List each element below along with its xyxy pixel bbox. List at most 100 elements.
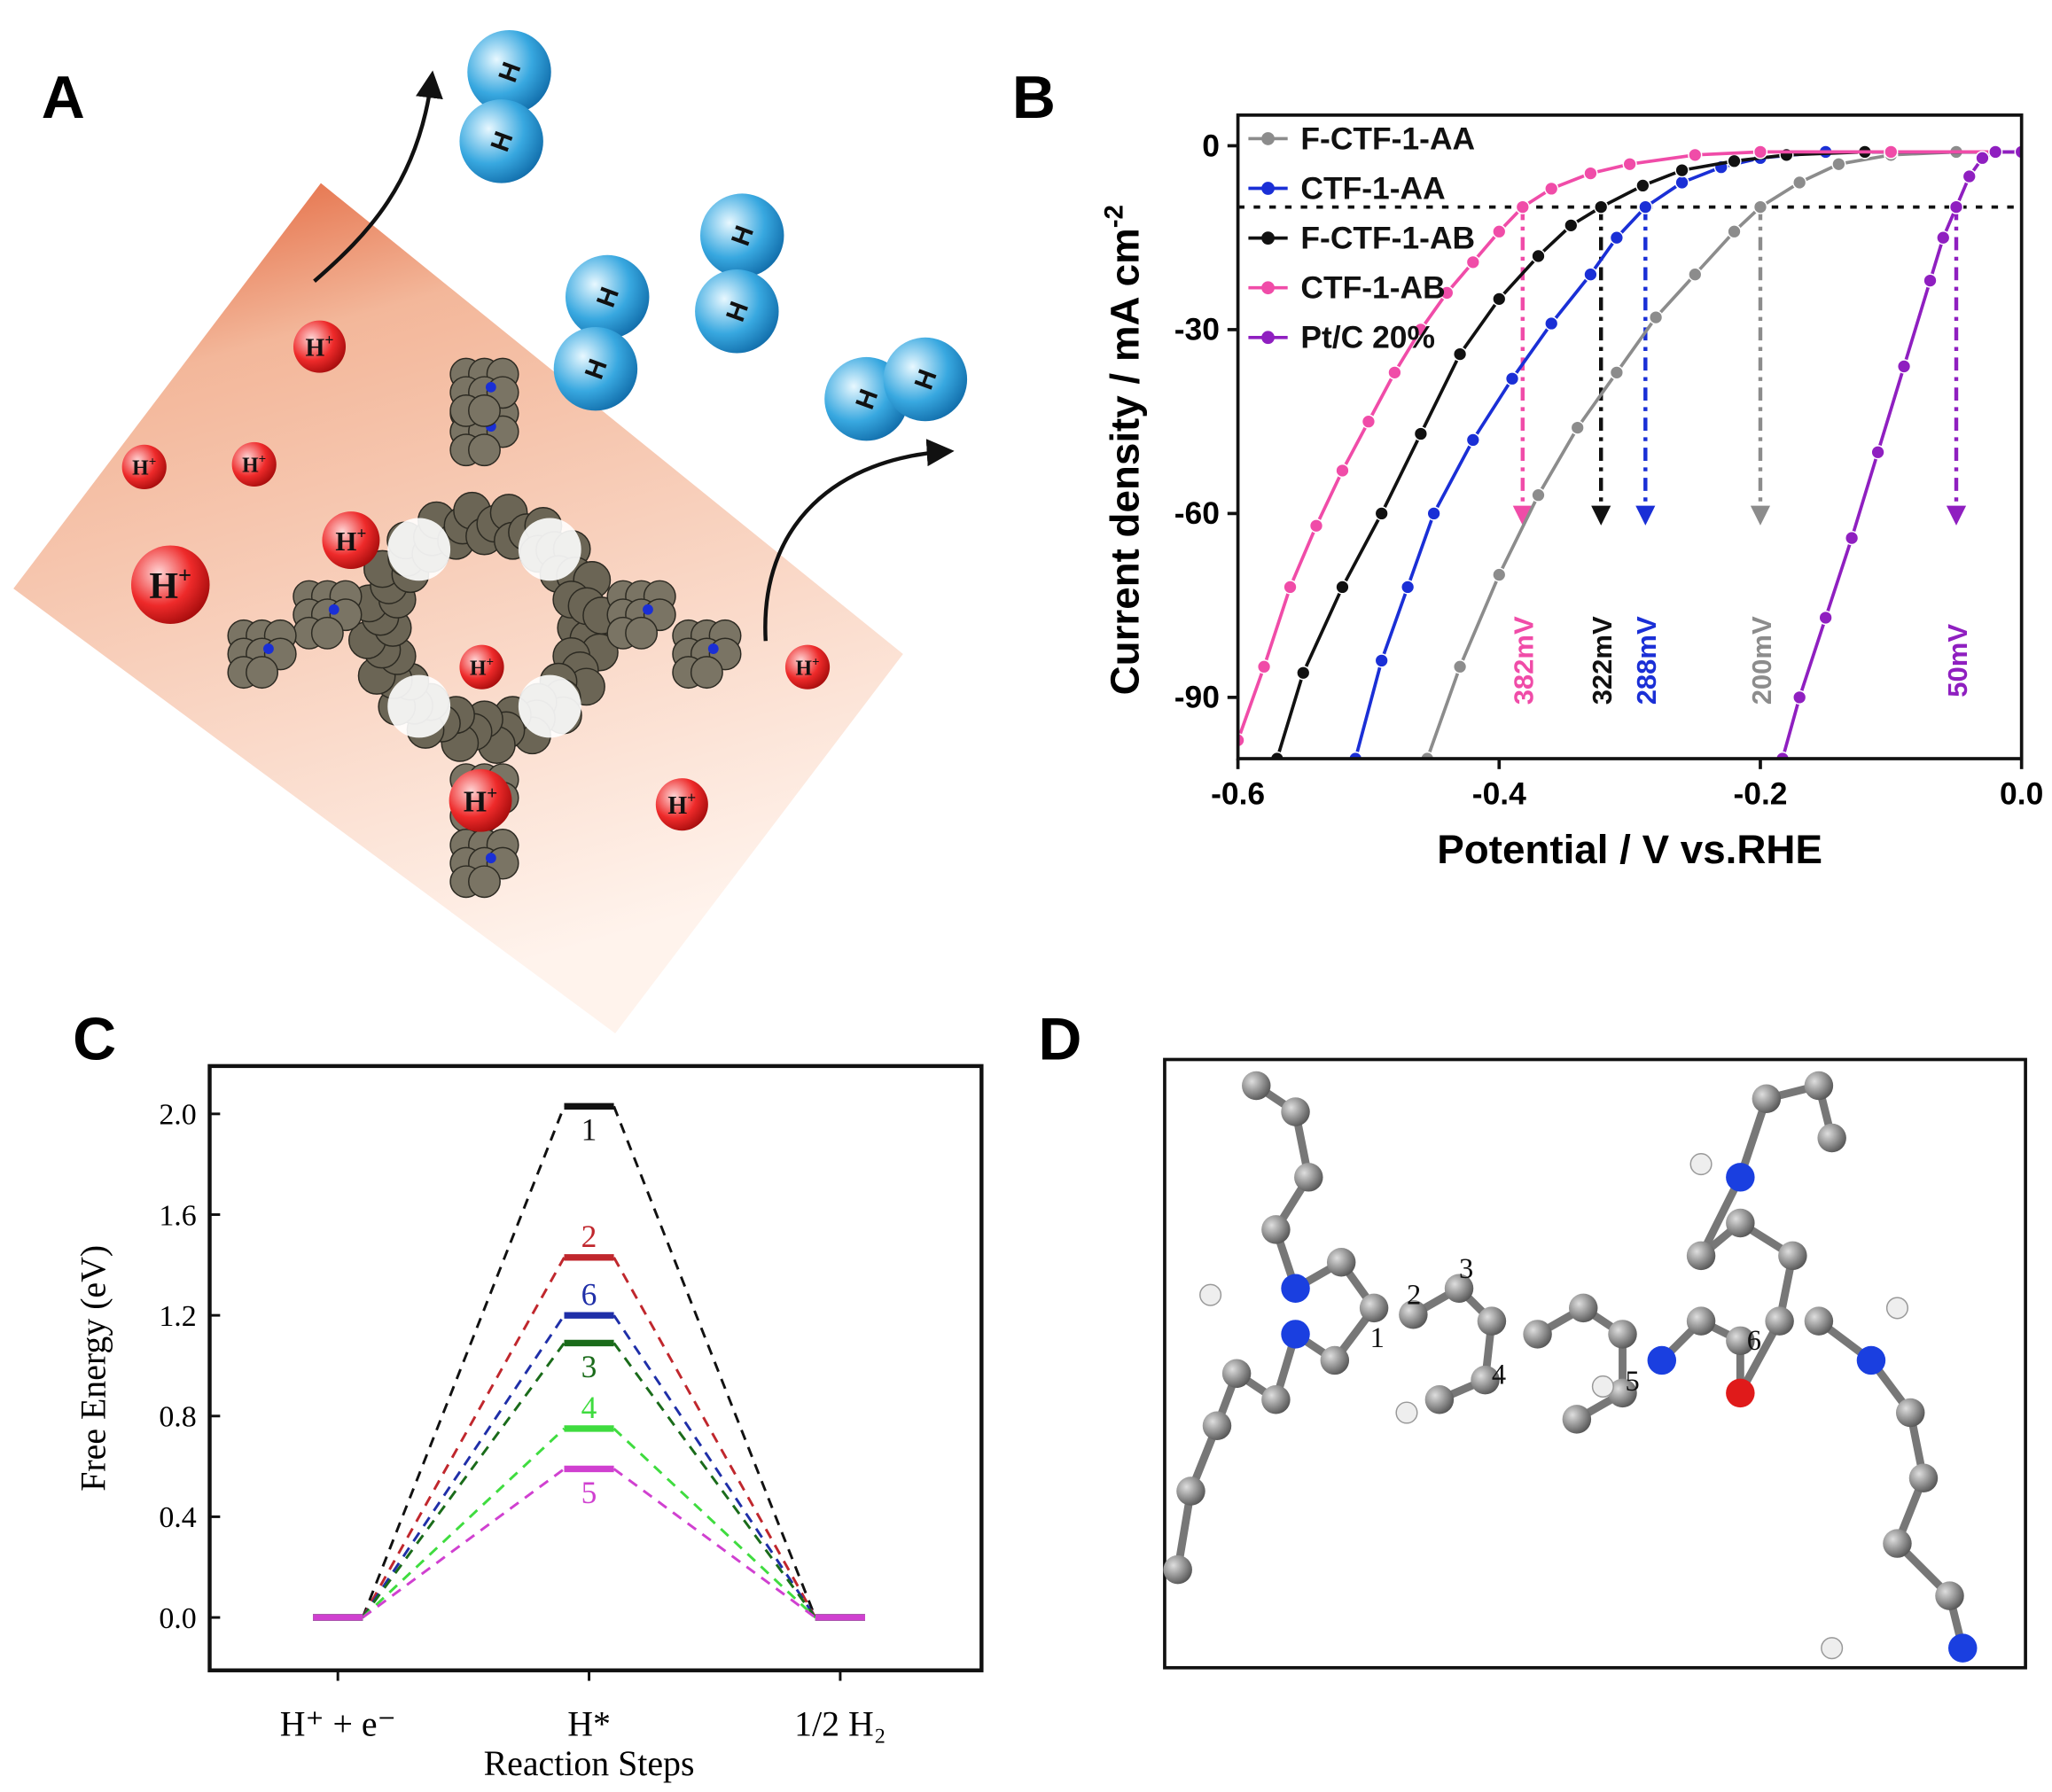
atom-label: 2	[1407, 1279, 1421, 1311]
pore	[518, 518, 581, 581]
atom	[1817, 1123, 1846, 1153]
y-tick-label: 0	[1202, 128, 1220, 163]
point	[1335, 580, 1350, 595]
connector	[362, 1342, 566, 1618]
point	[1452, 347, 1468, 362]
proton-label: H+	[132, 456, 156, 480]
point	[1609, 365, 1625, 380]
atom	[1856, 1345, 1886, 1375]
proton	[784, 644, 831, 690]
y-tick-label: -30	[1174, 312, 1220, 347]
atom	[1608, 1378, 1637, 1408]
x-tick-label: -0.2	[1733, 776, 1787, 812]
proton-label: H+	[335, 525, 366, 557]
proton-charge: +	[324, 331, 333, 349]
framework	[227, 357, 742, 899]
point	[1465, 254, 1480, 269]
proton-symbol: H	[667, 792, 687, 820]
framework-atom	[468, 393, 501, 427]
y-axis-label-sup: -2	[1100, 205, 1129, 228]
nitrogen	[643, 604, 653, 615]
connector	[612, 1427, 816, 1619]
connector	[361, 1105, 566, 1618]
atom	[1569, 1293, 1598, 1323]
x-tick-label: 0.0	[2000, 776, 2043, 812]
level-label: 5	[581, 1475, 597, 1510]
panel-label: D	[1038, 1006, 1081, 1072]
proton-label: H+	[795, 655, 819, 680]
proton	[231, 441, 277, 487]
bond	[1697, 1175, 1744, 1258]
pore	[387, 674, 451, 738]
proton-symbol: H	[242, 455, 259, 478]
connector	[612, 1105, 817, 1618]
point	[1413, 426, 1428, 441]
y-tick-label: 2.0	[159, 1099, 196, 1132]
structure-frame	[1163, 1057, 2027, 1670]
point	[1727, 224, 1742, 239]
hydrogen-atom	[695, 269, 779, 354]
legend-marker	[1261, 231, 1275, 245]
level-label: 4	[581, 1390, 597, 1425]
y-axis-label: Free Energy (eV)	[73, 1245, 113, 1492]
connector	[612, 1257, 817, 1618]
nitrogen	[328, 604, 339, 615]
connector	[612, 1314, 817, 1618]
hydrogen	[1689, 1153, 1713, 1176]
proton-label: H+	[470, 655, 494, 680]
proton	[655, 778, 708, 831]
point	[1283, 580, 1298, 595]
point	[1570, 420, 1585, 435]
y-tick-label: -90	[1174, 680, 1220, 715]
series-line	[1781, 150, 2022, 760]
point	[1674, 175, 1689, 191]
proton-label: H+	[242, 453, 266, 478]
point	[1564, 218, 1579, 233]
proton-charge: +	[812, 655, 820, 669]
proton	[121, 444, 167, 489]
point	[1884, 144, 1899, 160]
x-tick-label: H⁺ + e⁻	[280, 1704, 396, 1744]
proton	[459, 644, 504, 690]
point	[1622, 157, 1637, 172]
proton-charge: +	[687, 789, 696, 806]
atom-label: 1	[1370, 1322, 1385, 1354]
proton-symbol: H	[795, 657, 812, 680]
y-axis-label: Current density / mA cm-2	[1100, 205, 1148, 695]
hydrogen	[1199, 1283, 1222, 1306]
nitrogen	[485, 853, 496, 864]
nitrogen	[707, 643, 719, 654]
proton-charge: +	[487, 782, 497, 803]
x-tick-label: -0.6	[1211, 776, 1265, 812]
annotation-label: 200mV	[1746, 616, 1777, 705]
point	[1361, 414, 1377, 429]
arrow	[763, 439, 955, 642]
nitrogen	[263, 643, 274, 654]
panel-label: A	[42, 65, 85, 131]
proton	[322, 511, 380, 570]
legend-label: F-CTF-1-AA	[1300, 121, 1475, 156]
point	[1583, 166, 1598, 181]
pore	[387, 518, 451, 581]
point	[1335, 463, 1350, 479]
atom	[1320, 1345, 1350, 1375]
point	[1374, 506, 1389, 521]
legend-label: CTF-1-AA	[1300, 170, 1445, 206]
atom	[1608, 1320, 1637, 1349]
point	[1544, 316, 1559, 331]
atom	[1294, 1163, 1323, 1192]
plot-frame	[207, 1064, 984, 1672]
point	[1674, 163, 1689, 178]
y-tick-label: -60	[1174, 495, 1220, 531]
atom	[1778, 1241, 1807, 1271]
atom	[1261, 1215, 1291, 1244]
point	[1792, 690, 1807, 705]
point	[1492, 292, 1507, 307]
annotation-label: 50mV	[1942, 624, 1973, 697]
atom	[1647, 1345, 1677, 1375]
atom	[1883, 1529, 1912, 1558]
proton-label: H+	[464, 782, 497, 818]
y-tick-label: 0.8	[159, 1401, 196, 1434]
connector	[612, 1342, 817, 1618]
